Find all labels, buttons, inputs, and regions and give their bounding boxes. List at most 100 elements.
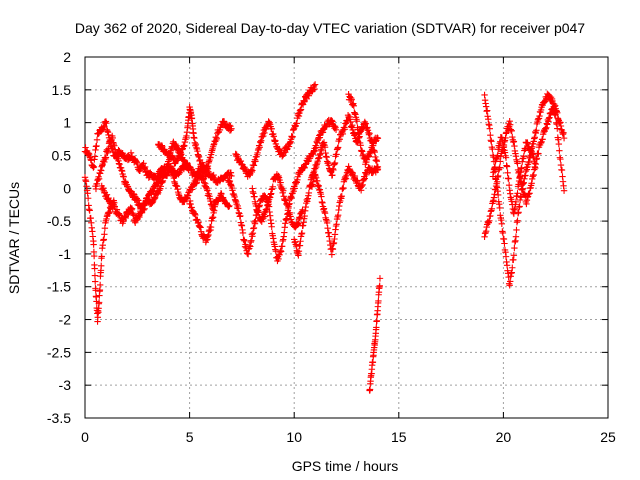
- data-point: [318, 193, 325, 200]
- axes: [84, 56, 609, 419]
- series-track-16: [489, 134, 538, 217]
- data-point: [98, 262, 105, 269]
- data-point: [357, 142, 364, 149]
- data-point: [558, 166, 566, 174]
- series-track-3: [92, 132, 233, 213]
- data-point: [161, 171, 169, 179]
- data-point: [239, 229, 247, 237]
- data-point: [101, 231, 108, 238]
- data-point: [93, 136, 101, 143]
- data-point: [498, 220, 506, 227]
- x-tick-label: 15: [391, 429, 407, 445]
- data-points: [81, 81, 568, 394]
- data-point: [556, 147, 563, 154]
- data-point: [491, 163, 499, 171]
- data-point: [311, 81, 319, 88]
- data-point: [483, 107, 491, 114]
- data-point: [260, 132, 267, 140]
- data-point: [93, 142, 100, 150]
- data-point: [511, 244, 518, 252]
- data-point: [298, 229, 306, 237]
- data-point: [503, 262, 511, 269]
- data-point: [560, 187, 568, 194]
- data-point: [560, 134, 568, 142]
- data-point: [489, 145, 496, 153]
- data-point: [91, 278, 99, 285]
- y-tick-label: -1.5: [47, 279, 71, 295]
- data-point: [374, 163, 382, 171]
- data-point: [557, 155, 564, 163]
- data-point: [91, 265, 98, 272]
- data-point: [513, 226, 520, 234]
- data-point: [241, 237, 248, 244]
- data-point: [510, 252, 518, 259]
- data-point: [488, 205, 496, 213]
- data-point: [90, 163, 98, 171]
- data-point: [517, 194, 525, 201]
- data-point: [496, 204, 503, 212]
- data-point: [186, 164, 193, 172]
- y-tick-label: -3: [59, 377, 72, 393]
- data-point: [499, 229, 507, 237]
- data-point: [237, 212, 244, 220]
- x-tick-label: 20: [496, 429, 512, 445]
- series-track-8: [232, 81, 319, 180]
- data-point: [340, 184, 347, 192]
- data-point: [91, 153, 99, 160]
- data-point: [103, 119, 110, 127]
- series-track-7: [224, 116, 340, 265]
- data-point: [305, 189, 313, 197]
- x-tick-label: 5: [186, 429, 194, 445]
- data-point: [172, 140, 179, 148]
- data-point: [321, 143, 329, 151]
- data-point: [518, 164, 525, 172]
- data-point: [502, 154, 510, 161]
- series-track-12: [345, 91, 382, 168]
- data-point: [329, 246, 337, 253]
- data-point: [90, 252, 98, 260]
- data-point: [248, 237, 255, 244]
- data-point: [531, 134, 538, 141]
- y-tick-label: 2: [63, 49, 71, 65]
- series-track-2: [81, 174, 118, 325]
- y-tick-label: -2: [59, 312, 72, 328]
- data-point: [141, 205, 148, 213]
- data-point: [331, 159, 339, 167]
- series-track-9: [249, 171, 306, 231]
- data-point: [211, 203, 218, 210]
- data-point: [516, 203, 523, 210]
- series-track-11: [307, 163, 382, 258]
- y-axis-label: SDTVAR / TECUs: [6, 182, 22, 294]
- data-point: [555, 140, 563, 148]
- data-point: [535, 150, 542, 157]
- data-point: [554, 125, 561, 132]
- data-point: [552, 111, 559, 119]
- data-point: [332, 126, 340, 134]
- chart-title: Day 362 of 2020, Sidereal Day-to-day VTE…: [75, 20, 585, 36]
- data-point: [375, 297, 382, 305]
- data-point: [102, 154, 110, 161]
- data-point: [373, 324, 380, 331]
- data-point: [95, 175, 103, 183]
- data-point: [503, 163, 511, 170]
- data-point: [486, 125, 494, 132]
- data-point: [373, 157, 381, 165]
- y-tick-label: 1.5: [52, 82, 72, 98]
- y-tick-label: 0.5: [52, 147, 72, 163]
- ticks: 0 5 10 15 20 25 -3.5 -3 -2.5 -2 -1.5 -1 -0.5 0 0.5 1 1.5…: [47, 49, 616, 445]
- series-track-5: [155, 103, 235, 180]
- data-point: [361, 175, 369, 182]
- data-point: [280, 187, 287, 194]
- y-tick-label: -3.5: [47, 410, 71, 426]
- data-point: [255, 208, 262, 216]
- x-tick-label: 0: [81, 429, 89, 445]
- data-point: [101, 224, 109, 232]
- data-point: [374, 135, 382, 142]
- data-point: [531, 159, 538, 167]
- data-point: [369, 358, 377, 366]
- data-point: [291, 185, 298, 192]
- y-tick-label: 1: [63, 115, 71, 131]
- data-point: [328, 251, 336, 258]
- x-tick-label: 10: [286, 429, 302, 445]
